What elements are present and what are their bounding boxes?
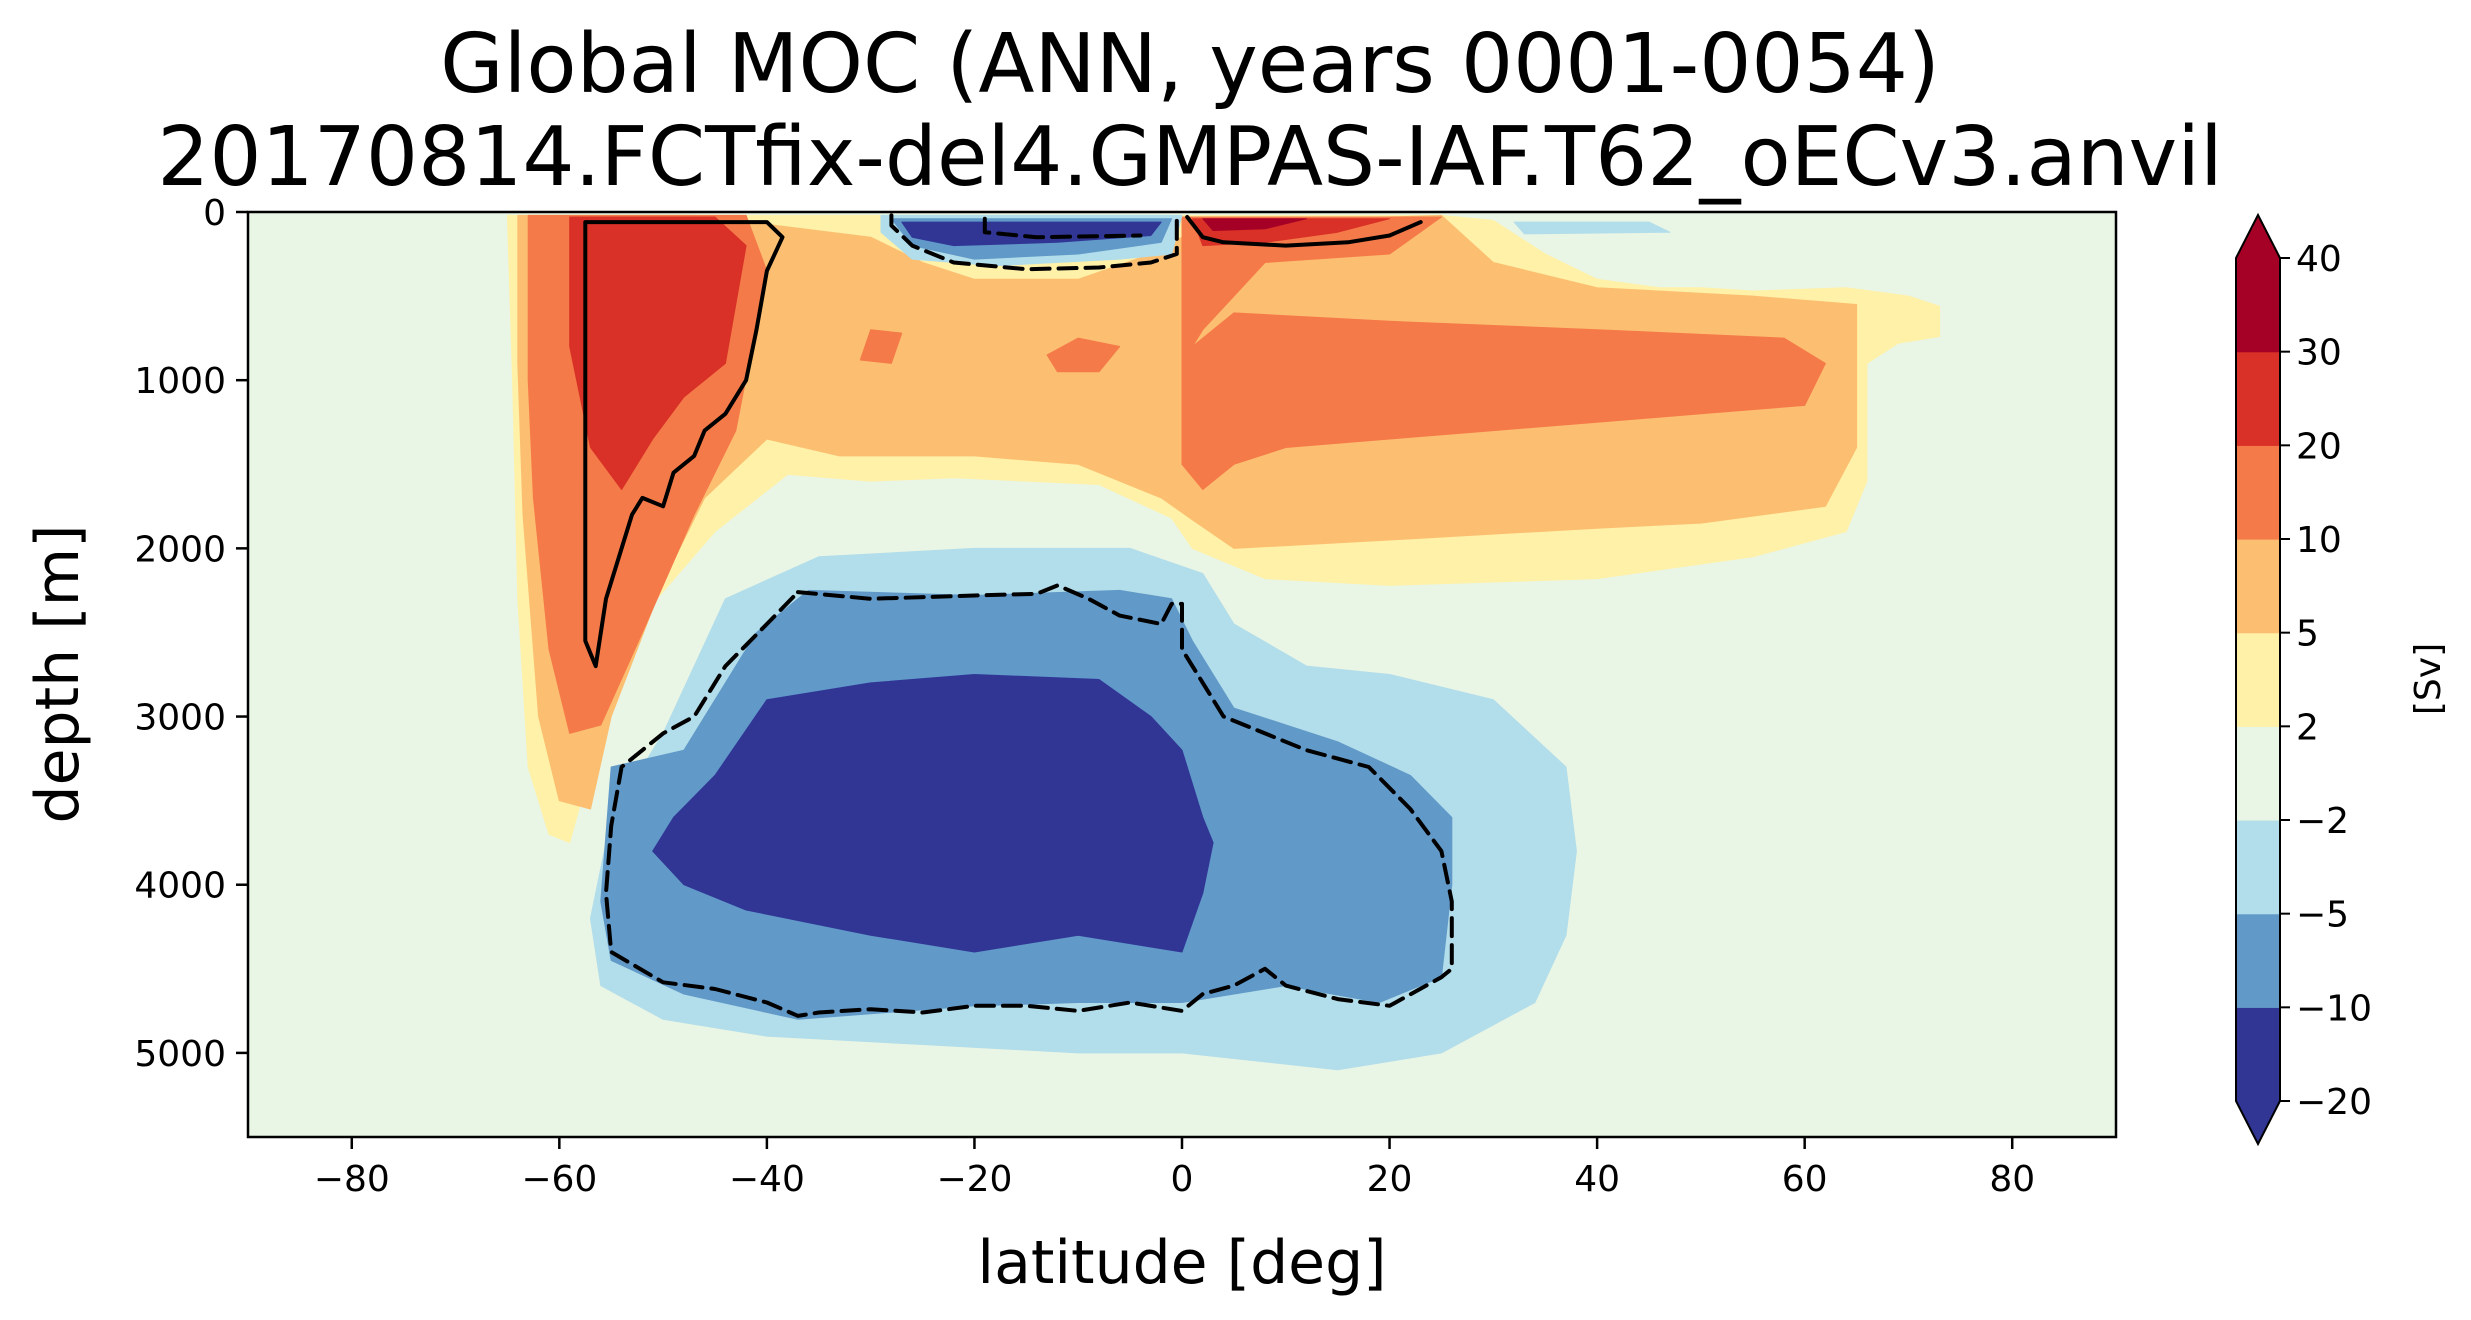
chart-subtitle: 20170814.FCTfix-del4.GMPAS-IAF.T62_oECv3… (157, 110, 2223, 205)
colorbar-segment (2236, 632, 2280, 727)
contour-fill-5 (1046, 337, 1121, 373)
colorbar-tick-label: 10 (2296, 520, 2342, 561)
colorbar-tick-label: 2 (2296, 707, 2319, 748)
colorbar-tick-label: −20 (2296, 1082, 2372, 1123)
y-tick-label: 2000 (134, 529, 226, 570)
colorbar-tick-label: −2 (2296, 801, 2349, 842)
x-tick-label: 60 (1782, 1159, 1828, 1200)
x-tick-label: −80 (314, 1159, 390, 1200)
colorbar-segment (2236, 539, 2280, 634)
colorbar-segment (2236, 445, 2280, 540)
contour-fill-15 (901, 221, 1162, 247)
contour-line-4 (604, 583, 1454, 1018)
colorbar-tick-label: 5 (2296, 614, 2319, 655)
chart-title: Global MOC (ANN, years 0001-0054) (440, 17, 1940, 112)
x-axis-ticks: −80 −60 −40 −20 0 20 40 60 80 (314, 1137, 2035, 1200)
colorbar-label: [Sv] (2408, 643, 2449, 715)
y-axis-ticks: 0 1000 2000 3000 4000 5000 (134, 193, 248, 1075)
y-tick-label: 4000 (134, 866, 226, 907)
colorbar-segment (2236, 1007, 2280, 1102)
plot-area (246, 210, 2118, 1139)
contour-line-0 (583, 220, 785, 669)
x-tick-label: 20 (1367, 1159, 1413, 1200)
colorbar-tick-label: −5 (2296, 895, 2349, 936)
x-tick-label: −40 (729, 1159, 805, 1200)
contour-fill-11 (1513, 221, 1671, 235)
colorbar-segment (2236, 820, 2280, 915)
y-axis-label: depth [m] (23, 525, 93, 824)
colorbar-segment (2236, 351, 2280, 446)
colorbar-segment (2236, 726, 2280, 821)
x-tick-label: −20 (936, 1159, 1012, 1200)
contour-fill-9 (1202, 218, 1307, 231)
colorbar-tick-label: 20 (2296, 426, 2342, 467)
colorbar-under-arrow (2236, 1101, 2280, 1144)
contour-fill-4 (1181, 312, 1826, 490)
contour-line-3 (982, 216, 1143, 240)
colorbar-tick-label: −10 (2296, 988, 2372, 1029)
contour-line-2 (889, 213, 1179, 272)
x-tick-label: 0 (1171, 1159, 1194, 1200)
contour-fill-7 (569, 216, 747, 490)
x-tick-label: −60 (521, 1159, 597, 1200)
contour-fill-16 (652, 674, 1214, 953)
colorbar-segment (2236, 913, 2280, 1008)
contour-fills (506, 214, 1941, 1071)
y-tick-label: 0 (203, 193, 226, 234)
contour-line-1 (1185, 215, 1423, 248)
colorbar-over-arrow (2236, 215, 2280, 258)
x-axis-label: latitude [deg] (977, 1228, 1386, 1298)
y-tick-label: 3000 (134, 698, 226, 739)
colorbar-segment (2236, 258, 2280, 353)
colorbar: −20 −10 −5 −2 2 5 10 20 30 40 (2235, 212, 2372, 1147)
y-tick-label: 1000 (134, 361, 226, 402)
x-tick-label: 40 (1574, 1159, 1620, 1200)
colorbar-tick-label: 30 (2296, 333, 2342, 374)
x-tick-label: 80 (1989, 1159, 2035, 1200)
colorbar-tick-label: 40 (2296, 239, 2342, 280)
contour-lines (583, 213, 1454, 1018)
y-tick-label: 5000 (134, 1034, 226, 1075)
contour-fill-6 (859, 329, 903, 364)
